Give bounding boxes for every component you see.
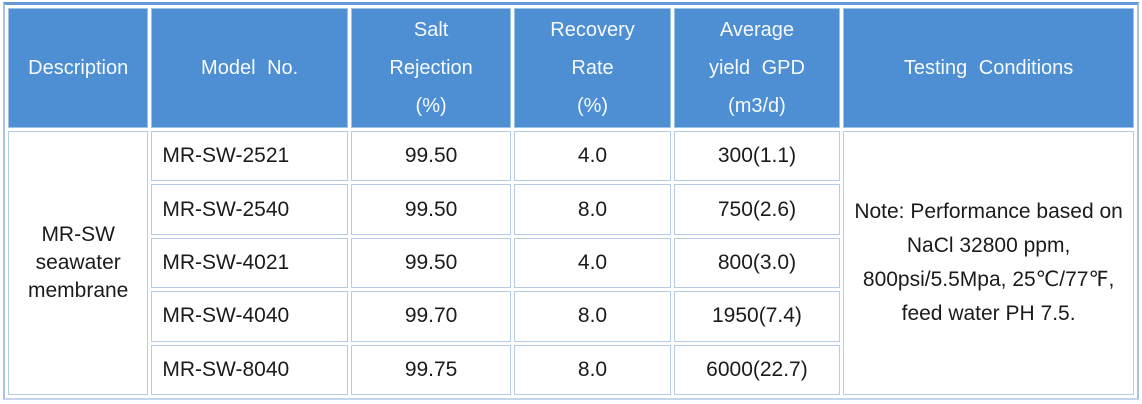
col-header-testing-conditions: Testing Conditions	[843, 8, 1134, 128]
model-no-cell: MR-SW-2540	[151, 184, 348, 235]
table-row: MR-SW-4021 99.50 4.0 800(3.0)	[8, 237, 1134, 289]
salt-rejection-cell: 99.70	[350, 291, 512, 342]
model-no-cell: MR-SW-4040	[151, 291, 348, 342]
recovery-rate-cell: 8.0	[514, 184, 671, 235]
model-no-cell: MR-SW-2521	[151, 131, 348, 182]
average-yield-cell: 6000(22.7)	[673, 344, 841, 395]
recovery-rate-cell: 4.0	[514, 131, 671, 182]
recovery-rate-cell: 8.0	[514, 291, 671, 342]
salt-rejection-cell: 99.50	[350, 184, 512, 235]
salt-rejection-cell: 99.50	[350, 131, 512, 182]
membrane-spec-table: Description Model No. Salt Rejection (%)…	[3, 2, 1139, 400]
average-yield-cell: 300(1.1)	[673, 131, 841, 182]
model-no-cell: MR-SW-8040	[151, 344, 348, 395]
salt-rejection-cell: 99.50	[350, 237, 512, 289]
col-header-model-no: Model No.	[151, 8, 348, 128]
average-yield-cell: 1950(7.4)	[673, 291, 841, 342]
average-yield-cell: 750(2.6)	[673, 184, 841, 235]
recovery-rate-cell: 8.0	[514, 344, 671, 395]
table-row: MR-SW-2540 99.50 8.0 750(2.6)	[8, 184, 1134, 235]
table-row: MR-SW-8040 99.75 8.0 6000(22.7)	[8, 344, 1134, 395]
testing-conditions-cell: Note: Performance based on NaCl 32800 pp…	[843, 131, 1134, 395]
col-header-description: Description	[8, 8, 149, 128]
salt-rejection-cell: 99.75	[350, 344, 512, 395]
col-header-salt-rejection: Salt Rejection (%)	[350, 8, 512, 128]
model-no-cell: MR-SW-4021	[151, 237, 348, 289]
recovery-rate-cell: 4.0	[514, 237, 671, 289]
col-header-recovery-rate: Recovery Rate (%)	[514, 8, 671, 128]
table-header-row: Description Model No. Salt Rejection (%)…	[8, 8, 1134, 128]
average-yield-cell: 800(3.0)	[673, 237, 841, 289]
description-cell: MR-SW seawater membrane	[8, 131, 149, 395]
col-header-average-yield: Average yield GPD (m3/d)	[673, 8, 841, 128]
table-row: MR-SW seawater membrane MR-SW-2521 99.50…	[8, 131, 1134, 395]
table-row: MR-SW-4040 99.70 8.0 1950(7.4)	[8, 291, 1134, 342]
